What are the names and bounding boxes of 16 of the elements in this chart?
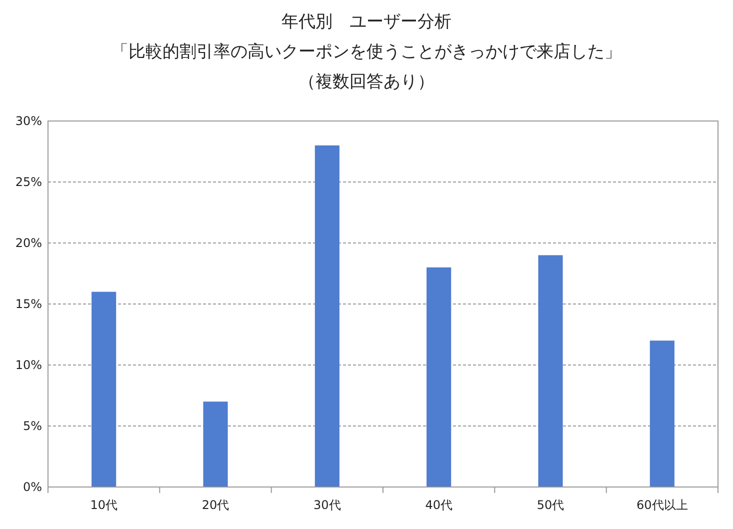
y-tick-label: 5% bbox=[22, 419, 42, 433]
y-tick-label: 15% bbox=[15, 297, 42, 311]
x-tick-label: 60代以上 bbox=[636, 498, 688, 512]
y-tick-label: 10% bbox=[15, 358, 42, 372]
y-tick-label: 30% bbox=[15, 114, 42, 128]
x-tick-label: 20代 bbox=[202, 498, 230, 512]
y-tick-label: 25% bbox=[15, 175, 42, 189]
x-tick-label: 40代 bbox=[425, 498, 452, 512]
subtitle: （複数回答あり） bbox=[298, 72, 434, 92]
title: 年代別 ユーザー分析 bbox=[282, 12, 452, 32]
subtitle: 「比較的割引率の高いクーポンを使うことがきっかけで来店した」 bbox=[112, 42, 622, 62]
y-tick-label: 20% bbox=[15, 236, 42, 250]
y-tick-label: 0% bbox=[22, 480, 42, 494]
x-tick-label: 50代 bbox=[536, 498, 564, 512]
x-tick-label: 10代 bbox=[90, 498, 118, 512]
x-tick-label: 30代 bbox=[314, 498, 341, 512]
